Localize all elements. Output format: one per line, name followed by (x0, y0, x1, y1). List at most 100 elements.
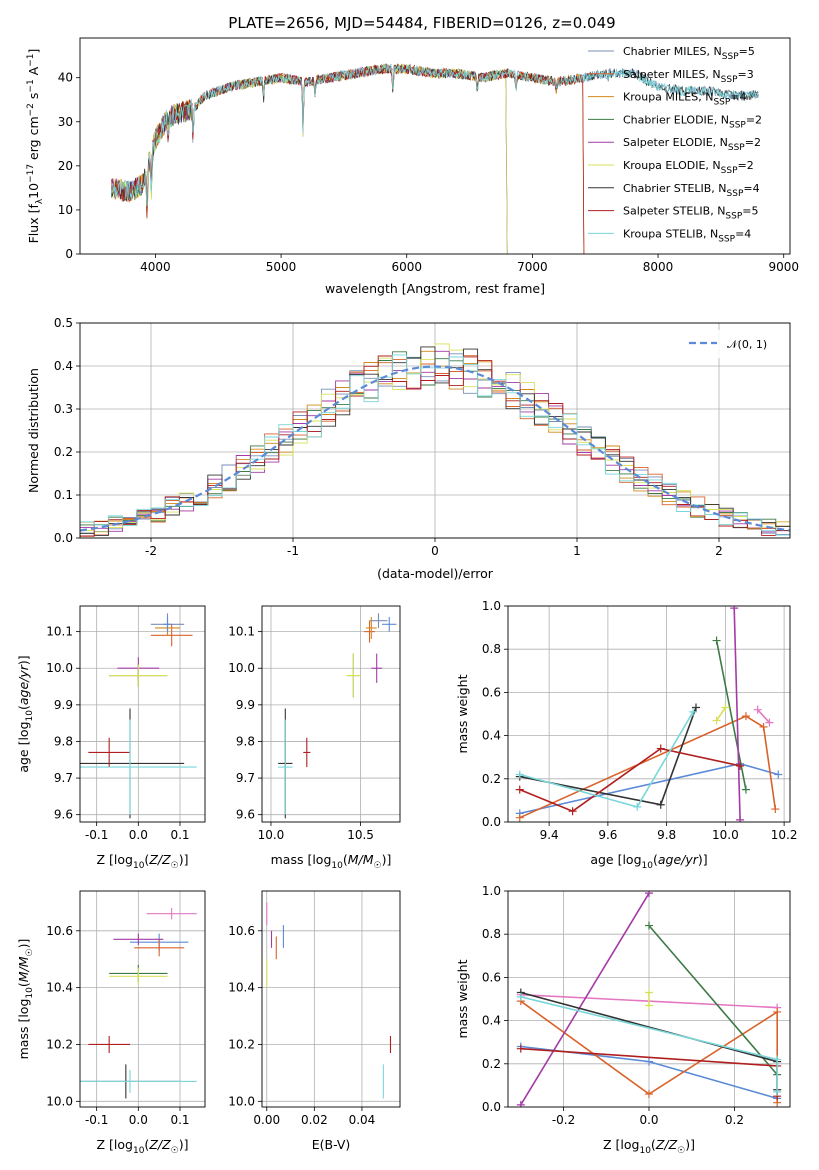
axes-frame: -0.1 0.0 0.1 10.0 10.2 10.4 10.6 Z [log10(Z/Z☉)… (16, 924, 190, 1156)
y-tick-label: 0.4 (482, 1014, 501, 1028)
weight-marker (741, 785, 750, 794)
y-tick-label: 0.3 (54, 402, 73, 416)
legend-entry: Kroupa STELIB, NSSP=4 (623, 227, 751, 244)
y-tick-label: 10.0 (228, 1094, 255, 1108)
axes-border (79, 37, 791, 255)
y-tick-label: 30 (58, 115, 73, 129)
axes-frame: 10.0 10.5 9.6 9.7 9.8 9.9 10.0 10.1 mass [log10(… (228, 625, 391, 871)
x-tick-label: 4000 (140, 260, 171, 274)
legend: 𝒩(0, 1) (682, 330, 786, 358)
y-tick-label: 0.1 (54, 488, 73, 502)
legend-entry: Salpeter MILES, NSSP=3 (623, 68, 754, 85)
error-point (303, 737, 311, 768)
y-tick-label: 10.2 (46, 1037, 73, 1051)
error-point (382, 616, 397, 632)
legend-entry: Salpeter ELODIE, NSSP=2 (623, 136, 761, 153)
weight-marker (633, 802, 642, 811)
error-point (278, 719, 293, 815)
y-tick-label: 0.4 (54, 359, 73, 373)
normal-curve (80, 365, 790, 532)
y-tick-label: 1.0 (482, 599, 501, 613)
weight-marker (773, 1055, 782, 1064)
y-tick-label: 10.6 (46, 924, 73, 938)
weight-line (715, 707, 727, 721)
panel-mass-vs-EBV: 0.00 0.02 0.04 10.0 10.2 10.4 10.6 (228, 890, 401, 1127)
axes-border (507, 605, 791, 823)
x-tick-label: 5000 (266, 260, 297, 274)
x-tick-label: 0.2 (725, 1113, 744, 1127)
x-tick-label: 10.2 (771, 828, 798, 842)
x-axis-label: age [log10(age/yr)] (590, 852, 707, 871)
x-tick-label: -1 (287, 544, 299, 558)
plot-area (80, 613, 197, 819)
weight-marker (645, 1001, 653, 1010)
y-axis-label: Flux [fλ10−17 erg cm−2 s−1 A−1] (26, 49, 45, 244)
y-tick-label: 0.5 (54, 316, 73, 330)
spectrum-line-kroupa-miles (111, 64, 585, 254)
weight-marker (645, 921, 653, 930)
y-axis-label: mass weight (455, 674, 470, 753)
plot-area (278, 613, 397, 819)
x-axis-label: wavelength [Angstrom, rest frame] (325, 281, 545, 296)
y-tick-label: 9.8 (54, 734, 73, 748)
y-axis-label: mass weight (455, 959, 470, 1038)
error-point (80, 719, 197, 815)
weight-marker (568, 807, 577, 816)
y-tick-label: 0.6 (482, 685, 501, 699)
y-tick-label: 40 (58, 71, 73, 85)
error-point (88, 737, 130, 768)
x-tick-label: 0.00 (253, 1113, 280, 1127)
y-tick-label: 10.4 (46, 981, 73, 995)
y-tick-label: 10.0 (46, 661, 73, 675)
weight-marker (515, 813, 524, 822)
spectrum-line-chabrier-elodie (111, 63, 508, 254)
legend-entry: Salpeter STELIB, NSSP=5 (623, 205, 759, 222)
y-axis-label: mass [log10(M/M☉)] (16, 939, 35, 1060)
error-point (364, 620, 375, 643)
x-axis-label: E(B-V) (312, 1137, 351, 1152)
panel-spectrum: 4000 5000 6000 7000 8000 9000 0 10 20 30 40 wavelen… (26, 37, 799, 296)
weight-marker (645, 988, 653, 997)
y-tick-label: 0.0 (482, 1100, 501, 1114)
y-axis-label: Normed distribution (26, 368, 41, 493)
x-tick-label: 10.0 (258, 828, 285, 842)
y-tick-label: 0.2 (54, 445, 73, 459)
error-point (146, 908, 197, 920)
x-axis-label: Z [log10(Z/Z☉)] (97, 1137, 189, 1156)
weight-line (519, 747, 741, 813)
y-tick-label: 10.6 (228, 924, 255, 938)
weight-line (715, 640, 747, 790)
y-tick-label: 9.6 (236, 808, 255, 822)
panel-weight-vs-Z: -0.2 0.0 0.2 0.0 0.2 0.4 0.6 0.8 1.0 Z [log10(Z/Z… (455, 884, 791, 1156)
x-tick-label: 9000 (768, 260, 799, 274)
histogram-kroupa-stelib (80, 354, 790, 536)
weight-marker (712, 716, 721, 725)
weight-line (733, 608, 741, 820)
weight-line (648, 925, 778, 1076)
y-tick-label: 0.2 (482, 772, 501, 786)
x-tick-label: 2 (715, 544, 723, 558)
plot-area (80, 908, 197, 1099)
y-tick-label: 9.7 (54, 771, 73, 785)
spectrum-line-kroupa-elodie (111, 63, 508, 254)
x-tick-label: 0.04 (349, 1113, 376, 1127)
y-tick-label: 9.9 (236, 698, 255, 712)
x-tick-label: 0.1 (170, 828, 189, 842)
plot-area (111, 62, 759, 254)
y-tick-label: 0.2 (482, 1057, 501, 1071)
y-tick-label: 10.0 (228, 661, 255, 675)
x-tick-label: 0.1 (170, 1113, 189, 1127)
axes-border (79, 890, 206, 1108)
legend: Chabrier MILES, NSSP=5 Salpeter MILES, NS… (588, 45, 762, 244)
x-tick-label: 8000 (643, 260, 674, 274)
panel-mass-vs-Z: -0.1 0.0 0.1 10.0 10.2 10.4 10.6 Z [log10(Z/Z☉)… (16, 890, 206, 1156)
y-tick-label: 10.0 (46, 1094, 73, 1108)
error-point (88, 1035, 130, 1053)
plot-area (515, 606, 783, 822)
spectrum-line-salpeter-stelib (111, 64, 585, 254)
y-tick-label: 1.0 (482, 884, 501, 898)
x-axis-label: (data-model)/error (377, 566, 494, 581)
x-tick-label: 6000 (391, 260, 422, 274)
error-point (134, 939, 185, 957)
